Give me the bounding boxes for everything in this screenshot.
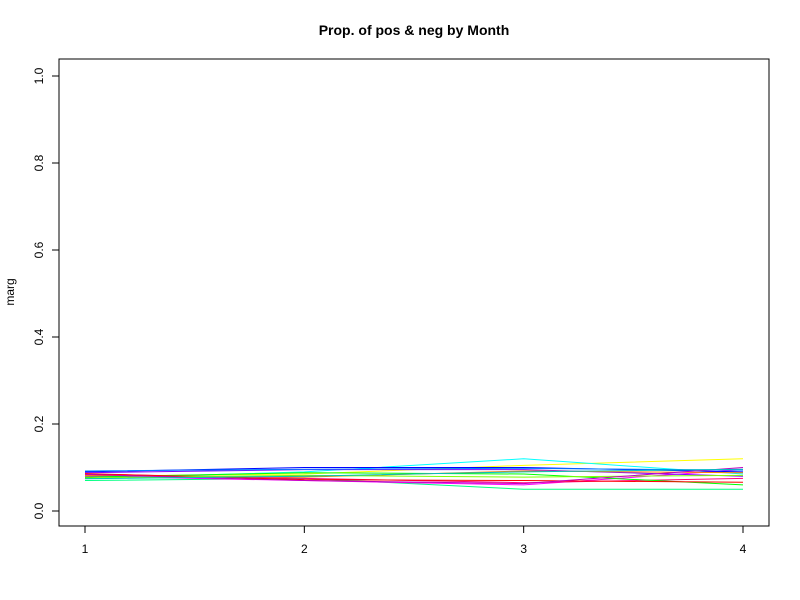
y-axis: 0.0 0.2 0.4 0.6 0.8 1.0 xyxy=(32,67,60,519)
series-line-4 xyxy=(84,469,744,486)
series-line-3 xyxy=(84,477,743,490)
plot-frame xyxy=(58,58,770,527)
y-axis-label: marg xyxy=(3,278,17,305)
y-tick-label: 0.6 xyxy=(32,241,46,258)
x-tick-label: 2 xyxy=(301,542,308,556)
y-tick-label: 0.4 xyxy=(32,328,46,345)
series-layer xyxy=(84,458,744,490)
chart-title: Prop. of pos & neg by Month xyxy=(319,22,510,38)
x-tick-label: 3 xyxy=(520,542,527,556)
x-axis: 1 2 3 4 xyxy=(82,525,747,556)
series-line-7 xyxy=(84,469,744,477)
series-line-14 xyxy=(84,468,744,480)
y-tick-label: 0.0 xyxy=(32,502,46,519)
x-tick-label: 4 xyxy=(740,542,747,556)
y-tick-label: 0.8 xyxy=(32,154,46,171)
x-tick-label: 1 xyxy=(82,542,89,556)
series-line-12 xyxy=(84,474,744,479)
series-line-8 xyxy=(84,472,744,486)
y-tick-label: 1.0 xyxy=(32,67,46,84)
y-tick-label: 0.2 xyxy=(32,415,46,432)
series-line-11 xyxy=(84,467,744,472)
